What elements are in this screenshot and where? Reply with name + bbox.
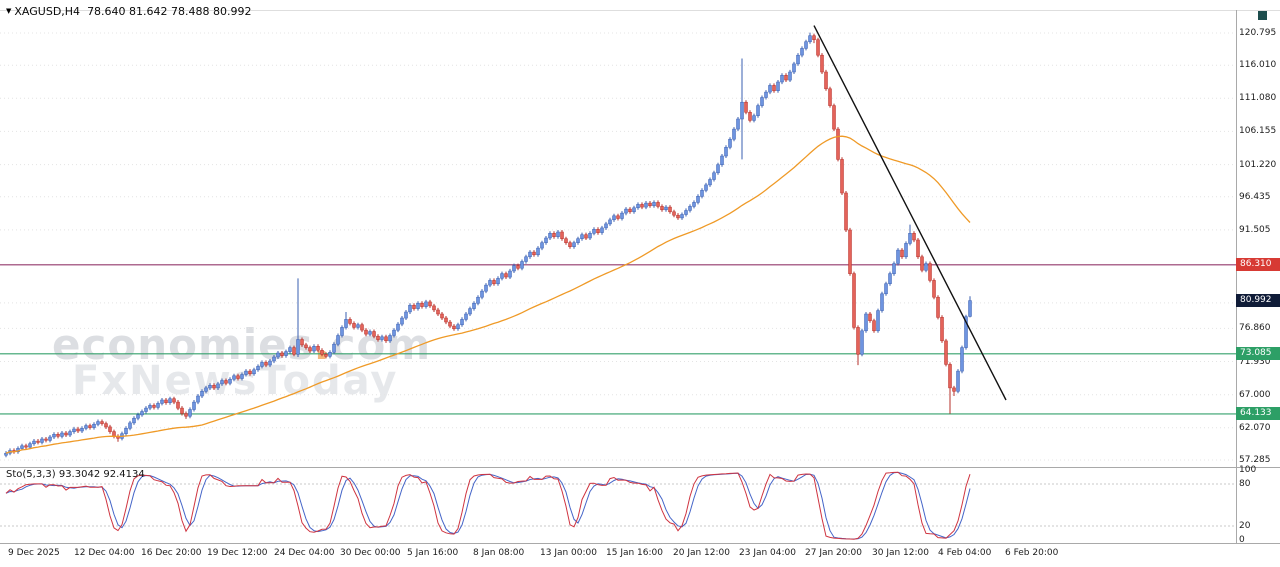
- time-axis[interactable]: 9 Dec 2025 12 Dec 04:00 16 Dec 20:00 19 Dec…: [0, 543, 1280, 567]
- time-axis-label: 20 Jan 12:00: [673, 548, 730, 558]
- price-axis[interactable]: 120.795 116.010 111.080 106.155 101.220 96.43…: [1236, 0, 1280, 543]
- price-axis-label: 71.930: [1239, 357, 1271, 367]
- price-axis-label: 91.505: [1239, 225, 1271, 235]
- stochastic-chart-svg: [0, 471, 1236, 540]
- price-axis-label: 57.285: [1239, 455, 1271, 465]
- symbol-ohlc: 78.640 81.642 78.488 80.992: [87, 5, 252, 18]
- stochastic-chart[interactable]: [0, 467, 1236, 543]
- time-axis-label: 8 Jan 08:00: [473, 548, 525, 558]
- indicator-label: Sto(5,3,3) 93.3042 92.4134: [6, 469, 145, 480]
- axis-separator: [1236, 10, 1237, 543]
- dropdown-arrow-icon[interactable]: ▼: [6, 7, 12, 15]
- stoch-axis-label: 20: [1239, 521, 1251, 531]
- stoch-axis-label: 100: [1239, 465, 1257, 475]
- time-axis-label: 15 Jan 16:00: [606, 548, 663, 558]
- time-axis-separator: [0, 543, 1280, 544]
- time-axis-label: 30 Jan 12:00: [872, 548, 929, 558]
- price-axis-label: 116.010: [1239, 60, 1277, 70]
- indicator-values: 93.3042 92.4134: [58, 469, 145, 480]
- price-axis-label: 76.860: [1239, 323, 1271, 333]
- scale-fix-icon: [1258, 11, 1267, 20]
- time-axis-label: 30 Dec 00:00: [340, 548, 401, 558]
- price-axis-label: 111.080: [1239, 93, 1277, 103]
- time-axis-label: 6 Feb 20:00: [1005, 548, 1059, 558]
- stoch-axis-label: 0: [1239, 535, 1245, 545]
- stoch-axis-label: 80: [1239, 479, 1251, 489]
- symbol-title: XAGUSD,H4: [14, 5, 81, 18]
- current-price-tag: 80.992: [1236, 294, 1280, 307]
- price-chart[interactable]: [0, 0, 1236, 467]
- time-axis-label: 27 Jan 20:00: [805, 548, 862, 558]
- time-axis-label: 5 Jan 16:00: [407, 548, 459, 558]
- symbol-info: ▼ XAGUSD,H4 78.640 81.642 78.488 80.992: [6, 5, 252, 18]
- indicator-name: Sto(5,3,3): [6, 469, 56, 480]
- price-chart-svg: [0, 25, 1236, 461]
- time-axis-label: 13 Jan 00:00: [540, 548, 597, 558]
- price-axis-label: 120.795: [1239, 28, 1277, 38]
- top-border: [0, 10, 1280, 11]
- support-price-tag: 73.085: [1236, 347, 1280, 360]
- price-axis-label: 62.070: [1239, 423, 1271, 433]
- support2-price-tag: 64.133: [1236, 407, 1280, 420]
- panel-separator[interactable]: [0, 467, 1280, 468]
- price-axis-label: 96.435: [1239, 192, 1271, 202]
- time-axis-label: 9 Dec 2025: [8, 548, 60, 558]
- stochastic-axis: 100 80 20 0: [1236, 0, 1280, 545]
- time-axis-label: 4 Feb 04:00: [938, 548, 992, 558]
- time-axis-label: 16 Dec 20:00: [141, 548, 202, 558]
- price-axis-label: 106.155: [1239, 126, 1277, 136]
- time-axis-label: 19 Dec 12:00: [207, 548, 268, 558]
- time-axis-label: 12 Dec 04:00: [74, 548, 135, 558]
- price-axis-label: 67.000: [1239, 390, 1271, 400]
- time-axis-label: 23 Jan 04:00: [739, 548, 796, 558]
- time-axis-label: 24 Dec 04:00: [274, 548, 335, 558]
- price-axis-label: 101.220: [1239, 160, 1277, 170]
- resistance-price-tag: 86.310: [1236, 258, 1280, 271]
